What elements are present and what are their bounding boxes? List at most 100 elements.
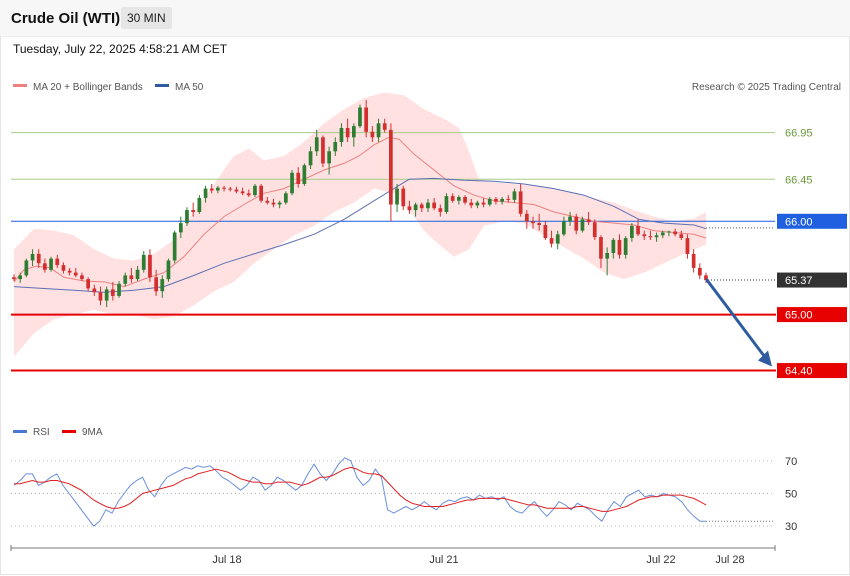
candle-body [339,128,344,142]
chart-header: Crude Oil (WTI) 30 MIN [0,0,850,37]
candle-body [73,272,78,276]
candle-body [284,193,288,203]
resistance-level-label: 66.95 [785,128,813,140]
candle-body [290,172,294,194]
candle-body [419,204,424,209]
candle-body [166,260,171,280]
candle-body [685,238,690,254]
candle-body [500,198,504,202]
candle-body [549,238,554,244]
time-axis-label: Jul 28 [715,554,744,566]
candle-body [382,123,387,130]
candle-body [531,221,535,224]
candle-body [630,225,634,238]
candle-body [623,238,628,255]
candle-body [191,210,195,212]
candle-body [222,187,226,189]
candle-body [457,197,461,201]
candle-body [345,128,350,138]
candle-body [154,277,158,292]
candle-body [568,216,572,222]
rsi-ma-line [14,466,707,512]
support-level-label: 65.00 [785,310,813,322]
candle-body [321,137,325,164]
candle-body [673,231,677,235]
candle-body [580,219,585,231]
pivot-level-tag [777,213,847,229]
candle-body [450,196,455,201]
candle-body [691,253,696,268]
candle-body [172,232,177,261]
candle-body [679,234,684,238]
candle-body [444,196,449,212]
candle-body [277,202,282,205]
support-level-tag [777,307,847,323]
chart-timestamp: Tuesday, July 22, 2025 4:58:21 AM CET [13,42,228,56]
candle-body [49,258,53,270]
candle-body [240,191,245,194]
candle-body [18,275,22,280]
candle-body [55,258,60,266]
candle-body [36,253,41,264]
timeframe-badge[interactable]: 30 MIN [121,7,172,29]
candle-body [364,107,368,132]
candle-body [179,223,183,233]
candle-body [370,131,375,138]
candle-body [599,237,603,259]
candle-body [228,188,233,190]
candle-body [24,260,29,276]
candle-body [327,151,331,164]
candle-body [592,222,597,238]
forecast-arrow-line [705,278,768,361]
resistance-level-label: 66.45 [785,174,813,186]
candle-body [98,292,103,301]
ma50-line [13,177,707,293]
candle-body [43,263,47,270]
rsi-legend-label: RSI [33,427,50,438]
candle-body [216,187,220,191]
ma20-legend-swatch [13,84,27,87]
candle-body [543,225,548,239]
current-level-tag [777,272,847,288]
candle-body [302,165,307,184]
rsi-ma-legend-label: 9MA [82,427,103,438]
candle-body [333,142,338,152]
candle-body [654,235,659,238]
instrument-title: Crude Oil (WTI) [11,10,121,27]
ma50-legend-label: MA 50 [175,82,204,93]
candle-body [209,188,214,191]
rsi-line [13,457,706,527]
candle-body [648,236,653,238]
candle-body [617,239,622,255]
candle-body [129,275,134,280]
candle-body [234,189,239,192]
candle-body [574,216,579,231]
bollinger-bands [14,92,706,357]
candle-body [203,188,208,198]
rsi-tick-label: 30 [785,521,797,533]
candle-body [117,283,121,296]
candle-body [407,206,412,211]
candle-body [525,213,529,222]
candle-body [104,289,109,301]
candle-body [308,151,313,166]
candle-body [562,221,566,235]
rsi-tick-label: 70 [785,456,797,468]
time-axis-label: Jul 21 [429,554,458,566]
candle-body [160,279,165,292]
price-level-labels: 66.95 66.45 66.00 65.37 65.00 64.40 [777,128,847,379]
rsi-ma-legend-swatch [62,430,76,433]
candle-body [537,223,541,225]
candle-body [494,198,498,202]
candle-body [586,219,591,223]
candle-body [376,123,381,138]
candle-body [148,254,152,278]
candle-body [352,126,356,138]
candle-body [271,202,276,205]
candle-body [438,208,443,212]
candlesticks [12,100,708,308]
candle-body [67,270,72,273]
candle-body [667,231,671,233]
candle-body [475,202,480,206]
